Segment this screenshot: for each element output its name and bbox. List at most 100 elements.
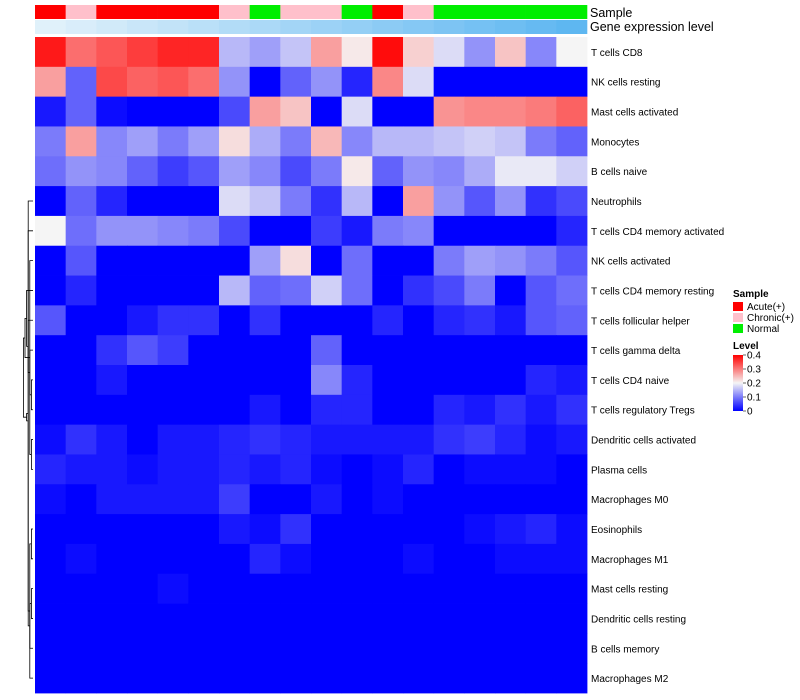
heatmap-cell [525, 394, 557, 426]
heatmap-cell [372, 514, 404, 545]
heatmap-cell [311, 394, 343, 426]
heatmap-cell [65, 37, 97, 68]
heatmap-cell [219, 514, 251, 545]
heatmap-cell [65, 365, 97, 396]
row-label: B cells naive [591, 167, 648, 178]
heatmap-cell [495, 424, 527, 455]
heatmap-cell [311, 126, 343, 157]
heatmap-cell [556, 156, 588, 187]
heatmap-cell [157, 96, 189, 127]
sample-annotation-cell [127, 5, 158, 19]
heatmap-cell [403, 424, 435, 455]
heatmap-cell [556, 245, 588, 276]
heatmap-cell [188, 514, 220, 545]
heatmap-cell [341, 424, 373, 455]
legend-level-colorbar [733, 355, 743, 411]
heatmap-cell [249, 215, 281, 247]
row-label: Monocytes [591, 137, 639, 148]
heatmap-cell [188, 394, 220, 426]
heatmap-cell [65, 424, 97, 455]
heatmap-cell [96, 484, 128, 515]
heatmap-cell [372, 543, 404, 575]
heatmap-cell [311, 245, 343, 276]
heatmap-cell [311, 186, 343, 217]
legend-swatch [733, 302, 743, 311]
heatmap-cell [219, 484, 251, 515]
sample-annotation-cell [403, 5, 434, 19]
heatmap-cell [280, 663, 312, 694]
gene-level-annotation-cell [341, 20, 373, 34]
heatmap-cell [433, 37, 465, 68]
gene-level-annotation-cell [127, 20, 158, 34]
heatmap-cell [495, 394, 527, 426]
heatmap-cell [249, 66, 281, 98]
heatmap-cell [188, 96, 220, 127]
heatmap-cell [157, 186, 189, 217]
heatmap-cell [372, 454, 404, 485]
heatmap-cell [219, 305, 251, 336]
heatmap-cell [495, 543, 527, 575]
heatmap-cell [127, 573, 159, 604]
heatmap-cell [372, 424, 404, 455]
heatmap-cell [127, 663, 159, 694]
heatmap-cell [188, 156, 220, 187]
heatmap-cell [127, 37, 159, 68]
dendrogram-branch [31, 439, 33, 470]
heatmap-cell [127, 66, 159, 98]
heatmap-cell [341, 603, 373, 634]
sample-annotation-cell [35, 5, 66, 19]
heatmap-cell [35, 215, 67, 247]
heatmap-cell [157, 454, 189, 485]
heatmap-cell [464, 394, 496, 426]
heatmap-cell [35, 245, 67, 276]
heatmap-cell [249, 633, 281, 664]
heatmap-cell [249, 96, 281, 127]
heatmap-cell [219, 633, 251, 664]
legend-tick-label: 0.4 [747, 351, 761, 362]
dendrogram-branch [31, 588, 33, 619]
heatmap-cell [495, 663, 527, 694]
heatmap-cell [96, 126, 128, 157]
heatmap-cell [65, 335, 97, 366]
heatmap-cell [249, 484, 281, 515]
heatmap-cell [127, 484, 159, 515]
heatmap-cell [403, 335, 435, 366]
sample-annotation-cell [433, 5, 465, 19]
heatmap-cell [495, 215, 527, 247]
heatmap-cell [403, 66, 435, 98]
heatmap-cell [188, 543, 220, 575]
heatmap-cell [96, 186, 128, 217]
gene-level-annotation-cell [65, 20, 97, 34]
heatmap-cell [464, 215, 496, 247]
heatmap-cells [35, 37, 588, 694]
legend-tick-label: 0.3 [747, 365, 761, 376]
heatmap-cell [157, 663, 189, 694]
heatmap-cell [372, 305, 404, 336]
heatmap-cell [35, 543, 67, 575]
heatmap-cell [525, 245, 557, 276]
heatmap-cell [35, 454, 67, 485]
heatmap-cell [311, 424, 343, 455]
heatmap-cell [433, 454, 465, 485]
heatmap-cell [280, 66, 312, 98]
sample-annotation-cell [157, 5, 189, 19]
heatmap-cell [249, 663, 281, 694]
heatmap-cell [96, 156, 128, 187]
heatmap-cell [35, 96, 67, 127]
gene-level-annotation-cell [495, 20, 526, 34]
heatmap-cell [556, 215, 588, 247]
heatmap-cell [280, 424, 312, 455]
heatmap-cell [464, 484, 496, 515]
heatmap-cell [556, 37, 588, 68]
legend-sample-label: Acute(+) [747, 302, 785, 313]
heatmap-cell [495, 96, 527, 127]
heatmap-cell [157, 215, 189, 247]
heatmap-cell [65, 126, 97, 157]
heatmap-cell [403, 514, 435, 545]
heatmap-cell [341, 543, 373, 575]
heatmap-cell [525, 365, 557, 396]
row-label: Macrophages M0 [591, 495, 669, 506]
heatmap-cell [556, 394, 588, 426]
heatmap-cell [157, 37, 189, 68]
heatmap-cell [556, 186, 588, 217]
